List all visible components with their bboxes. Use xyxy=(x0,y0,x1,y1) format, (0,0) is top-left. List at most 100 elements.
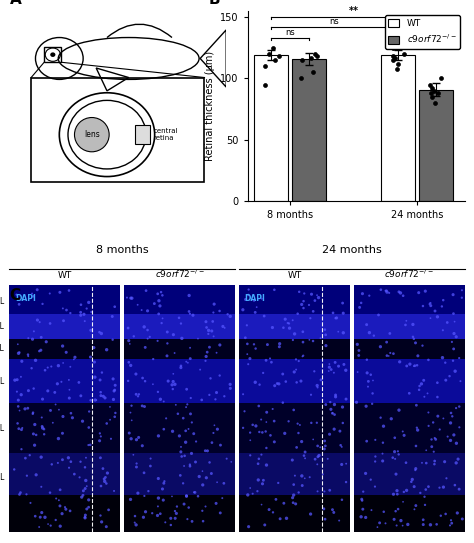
Point xyxy=(327,398,334,407)
Point xyxy=(295,287,303,296)
Point xyxy=(141,491,148,500)
Point xyxy=(355,346,363,355)
Point xyxy=(322,400,329,409)
Point xyxy=(342,366,350,375)
Point xyxy=(298,56,305,65)
Text: IPL: IPL xyxy=(0,424,5,433)
Point xyxy=(49,419,56,427)
Point xyxy=(156,301,164,310)
Point xyxy=(61,503,69,512)
Point xyxy=(338,495,346,504)
Point xyxy=(142,507,149,516)
Point xyxy=(397,288,404,297)
Point xyxy=(307,53,315,62)
Point xyxy=(311,455,319,464)
Point xyxy=(425,408,432,417)
Point xyxy=(322,342,330,350)
Point xyxy=(135,390,143,399)
Point xyxy=(151,299,158,308)
Point xyxy=(169,385,177,394)
Point xyxy=(320,487,328,496)
Point xyxy=(208,438,216,447)
Point xyxy=(204,446,211,455)
Point xyxy=(154,289,162,298)
Point xyxy=(263,408,271,416)
Point xyxy=(452,332,460,341)
Point xyxy=(201,446,209,455)
Point xyxy=(172,514,179,523)
Point xyxy=(63,306,70,314)
Point xyxy=(133,463,140,471)
Point xyxy=(27,498,34,507)
Point xyxy=(368,506,375,514)
Point xyxy=(376,519,383,527)
Point xyxy=(169,427,176,435)
Point xyxy=(292,365,300,374)
Point xyxy=(390,490,397,498)
Point xyxy=(216,307,223,315)
Point xyxy=(310,307,317,315)
Point xyxy=(58,377,65,386)
Point xyxy=(393,487,401,495)
Point xyxy=(291,471,299,480)
Text: DAPI: DAPI xyxy=(15,294,36,304)
Point xyxy=(342,478,350,487)
Point xyxy=(419,515,427,524)
Point xyxy=(427,314,434,323)
Point xyxy=(128,294,136,302)
Point xyxy=(210,332,218,340)
Point xyxy=(185,291,193,300)
Point xyxy=(394,59,402,68)
Point xyxy=(309,68,317,77)
Point xyxy=(128,401,135,410)
Point xyxy=(178,334,186,343)
Point xyxy=(171,507,179,515)
Point xyxy=(242,333,249,342)
Point xyxy=(414,351,422,360)
Point xyxy=(66,362,74,371)
Point xyxy=(172,401,180,409)
Point xyxy=(164,377,172,386)
Point xyxy=(66,309,74,318)
Point xyxy=(202,502,210,511)
Point xyxy=(81,513,89,521)
Point xyxy=(456,423,463,432)
Point xyxy=(141,402,148,411)
Point xyxy=(403,362,410,370)
Point xyxy=(447,419,455,427)
Point xyxy=(255,402,263,411)
Point xyxy=(198,395,206,404)
Point xyxy=(299,352,306,361)
Point xyxy=(264,340,271,349)
Point xyxy=(451,317,458,326)
Point xyxy=(320,504,328,513)
Point xyxy=(212,499,220,508)
Point xyxy=(305,301,313,310)
Point xyxy=(239,390,247,399)
Bar xyxy=(354,359,465,403)
Point xyxy=(140,469,148,477)
Point xyxy=(181,451,188,460)
Point xyxy=(31,420,38,429)
Point xyxy=(206,343,213,351)
Point xyxy=(412,338,419,347)
Point xyxy=(154,511,161,520)
Point xyxy=(170,330,177,339)
Point xyxy=(418,380,425,388)
Point xyxy=(380,422,387,431)
Point xyxy=(21,405,29,413)
Point xyxy=(245,522,253,531)
Point xyxy=(47,521,55,530)
Point xyxy=(415,288,422,297)
Point xyxy=(412,501,419,510)
Point xyxy=(337,441,345,450)
Point xyxy=(331,410,338,419)
Point xyxy=(321,441,329,450)
Point xyxy=(379,457,386,465)
Text: 8 months: 8 months xyxy=(96,245,148,255)
Point xyxy=(205,330,212,338)
Point xyxy=(36,513,44,521)
Point xyxy=(25,352,32,361)
Point xyxy=(142,286,150,295)
Point xyxy=(257,415,265,424)
